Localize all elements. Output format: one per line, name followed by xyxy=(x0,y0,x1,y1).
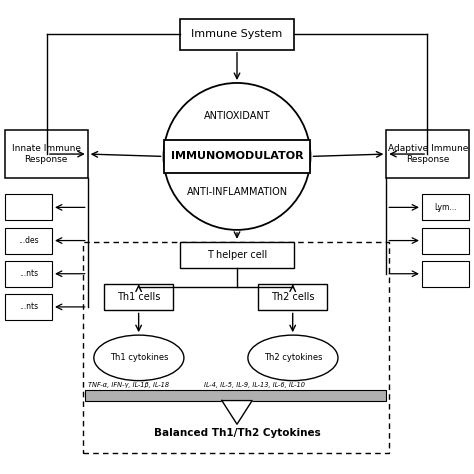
FancyBboxPatch shape xyxy=(164,140,310,173)
Text: Th2 cytokines: Th2 cytokines xyxy=(264,354,322,362)
Text: Th1 cytokines: Th1 cytokines xyxy=(109,354,168,362)
Text: ...nts: ...nts xyxy=(19,269,38,278)
FancyBboxPatch shape xyxy=(85,390,386,401)
FancyBboxPatch shape xyxy=(422,194,469,220)
FancyBboxPatch shape xyxy=(386,130,469,178)
Text: Adaptive Immune
Response: Adaptive Immune Response xyxy=(388,145,468,164)
FancyBboxPatch shape xyxy=(180,19,294,50)
Ellipse shape xyxy=(94,335,184,381)
Text: ...nts: ...nts xyxy=(19,302,38,311)
Polygon shape xyxy=(222,401,252,424)
Text: Lym...: Lym... xyxy=(434,203,457,212)
Text: TNF-α, IFN-γ, IL-1β, IL-18: TNF-α, IFN-γ, IL-1β, IL-18 xyxy=(88,382,169,388)
FancyBboxPatch shape xyxy=(422,228,469,254)
Ellipse shape xyxy=(248,335,338,381)
FancyBboxPatch shape xyxy=(422,261,469,287)
Text: Innate Immune
Response: Innate Immune Response xyxy=(12,145,81,164)
Text: ...des: ...des xyxy=(18,236,39,245)
Text: ANTIOXIDANT: ANTIOXIDANT xyxy=(204,111,270,121)
Text: T helper cell: T helper cell xyxy=(207,250,267,260)
Text: Th1 cells: Th1 cells xyxy=(117,292,160,302)
Text: IMMUNOMODULATOR: IMMUNOMODULATOR xyxy=(171,151,303,162)
Text: Immune System: Immune System xyxy=(191,29,283,39)
Text: ANTI-INFLAMMATION: ANTI-INFLAMMATION xyxy=(186,187,288,197)
FancyBboxPatch shape xyxy=(5,130,88,178)
FancyBboxPatch shape xyxy=(258,284,327,310)
FancyBboxPatch shape xyxy=(5,194,52,220)
FancyBboxPatch shape xyxy=(104,284,173,310)
FancyBboxPatch shape xyxy=(5,228,52,254)
FancyBboxPatch shape xyxy=(83,242,389,453)
Text: Balanced Th1/Th2 Cytokines: Balanced Th1/Th2 Cytokines xyxy=(154,428,320,438)
FancyBboxPatch shape xyxy=(5,294,52,320)
Text: Th2 cells: Th2 cells xyxy=(271,292,314,302)
Text: IL-4, IL-5, IL-9, IL-13, IL-6, IL-10: IL-4, IL-5, IL-9, IL-13, IL-6, IL-10 xyxy=(204,382,305,388)
FancyBboxPatch shape xyxy=(5,261,52,287)
FancyBboxPatch shape xyxy=(180,242,294,268)
